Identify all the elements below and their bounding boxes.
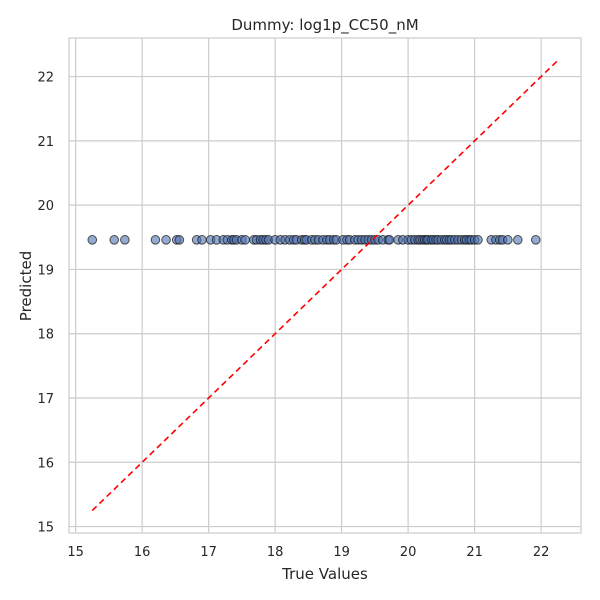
x-tick-label: 15 (67, 545, 84, 560)
data-point (384, 235, 395, 245)
y-tick-label: 19 (37, 263, 54, 278)
data-points (87, 235, 541, 245)
data-point (473, 235, 483, 245)
y-tick-label: 21 (37, 135, 54, 150)
data-point (197, 235, 207, 245)
x-tick-label: 16 (134, 545, 151, 560)
x-tick-labels: 15 16 17 18 19 20 21 22 (67, 545, 549, 560)
x-tick-label: 19 (333, 545, 350, 560)
reference-line (91, 59, 559, 512)
x-tick-label: 18 (267, 545, 284, 560)
y-tick-label: 16 (37, 456, 54, 471)
x-tick-label: 17 (200, 545, 217, 560)
y-tick-label: 22 (37, 71, 54, 86)
data-point (513, 235, 523, 245)
y-tick-label: 17 (37, 392, 54, 407)
y-tick-label: 15 (37, 521, 54, 536)
data-point (109, 235, 120, 245)
data-point (150, 235, 161, 245)
x-tick-label: 22 (533, 545, 550, 560)
data-point (503, 235, 513, 245)
y-axis-title: Predicted (17, 251, 35, 321)
chart-title: Dummy: log1p_CC50_nM (231, 16, 418, 35)
data-point (87, 235, 98, 245)
data-point (120, 235, 130, 245)
x-tick-label: 21 (466, 545, 483, 560)
data-point (240, 235, 251, 245)
y-tick-labels: 15 16 17 18 19 20 21 22 (37, 71, 54, 536)
y-tick-label: 20 (37, 199, 54, 214)
data-point (161, 235, 171, 245)
grid (69, 38, 581, 533)
plot-frame (68, 37, 582, 534)
x-axis-title: True Values (281, 565, 368, 583)
data-point (530, 235, 541, 245)
y-tick-label: 18 (37, 328, 54, 343)
x-tick-label: 20 (400, 545, 417, 560)
reference-line-group (91, 59, 559, 512)
data-point (174, 235, 185, 245)
